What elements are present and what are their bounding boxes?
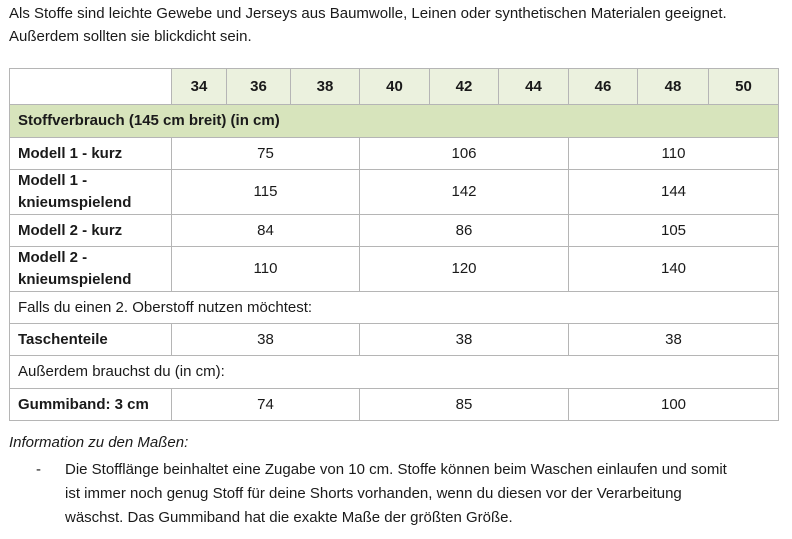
- value-cell: 86: [359, 214, 569, 247]
- info-heading: Information zu den Maßen:: [9, 434, 189, 451]
- size-header-cell: 44: [498, 68, 569, 105]
- value-cell: 38: [568, 323, 779, 356]
- row-label: Modell 1 - knieumspielend: [9, 169, 172, 215]
- table-row: Gummiband: 3 cm 74 85 100: [9, 388, 779, 421]
- value-cell: 142: [359, 169, 569, 215]
- value-cell: 100: [568, 388, 779, 421]
- value-cell: 105: [568, 214, 779, 247]
- value-cell: 106: [359, 137, 569, 170]
- value-cell: 85: [359, 388, 569, 421]
- size-header-cell: 48: [637, 68, 709, 105]
- row-label: Modell 2 - kurz: [9, 214, 172, 247]
- row-label: Taschenteile: [9, 323, 172, 356]
- value-cell: 84: [171, 214, 360, 247]
- header-corner-cell: [9, 68, 172, 105]
- section-row-fabric: Stoffverbrauch (145 cm breit) (in cm): [9, 104, 779, 138]
- table-row: Taschenteile 38 38 38: [9, 323, 779, 356]
- value-cell: 75: [171, 137, 360, 170]
- size-header-cell: 50: [708, 68, 779, 105]
- note-second-fabric: Falls du einen 2. Oberstoff nutzen möcht…: [9, 291, 779, 324]
- table-row: Modell 2 - knieumspielend 110 120 140: [9, 246, 779, 292]
- value-cell: 38: [171, 323, 360, 356]
- table-row: Modell 1 - kurz 75 106 110: [9, 137, 779, 170]
- size-header-row: 34 36 38 40 42 44 46 48 50: [9, 68, 779, 105]
- size-header-cell: 34: [171, 68, 227, 105]
- row-label: Gummiband: 3 cm: [9, 388, 172, 421]
- info-text: Die Stofflänge beinhaltet eine Zugabe vo…: [65, 461, 727, 526]
- fabric-requirements-table: 34 36 38 40 42 44 46 48 50 Stoffverbrauc…: [9, 68, 779, 421]
- value-cell: 110: [568, 137, 779, 170]
- intro-text: Als Stoffe sind leichte Gewebe und Jerse…: [9, 5, 727, 45]
- info-list: - Die Stofflänge beinhaltet eine Zugabe …: [9, 458, 784, 530]
- size-header-cell: 36: [226, 68, 291, 105]
- note-row: Falls du einen 2. Oberstoff nutzen möcht…: [9, 291, 779, 324]
- row-label: Modell 1 - kurz: [9, 137, 172, 170]
- value-cell: 38: [359, 323, 569, 356]
- size-header-cell: 40: [359, 68, 430, 105]
- size-header-cell: 46: [568, 68, 638, 105]
- value-cell: 74: [171, 388, 360, 421]
- size-header-cell: 38: [290, 68, 360, 105]
- table-row: Modell 1 - knieumspielend 115 142 144: [9, 169, 779, 215]
- value-cell: 120: [359, 246, 569, 292]
- note-row: Außerdem brauchst du (in cm):: [9, 355, 779, 389]
- size-header-cell: 42: [429, 68, 499, 105]
- value-cell: 110: [171, 246, 360, 292]
- note-also-needed: Außerdem brauchst du (in cm):: [9, 355, 779, 389]
- value-cell: 115: [171, 169, 360, 215]
- list-bullet: -: [36, 461, 41, 478]
- value-cell: 140: [568, 246, 779, 292]
- table-row: Modell 2 - kurz 84 86 105: [9, 214, 779, 247]
- section-title-fabric: Stoffverbrauch (145 cm breit) (in cm): [9, 104, 779, 138]
- row-label: Modell 2 - knieumspielend: [9, 246, 172, 292]
- value-cell: 144: [568, 169, 779, 215]
